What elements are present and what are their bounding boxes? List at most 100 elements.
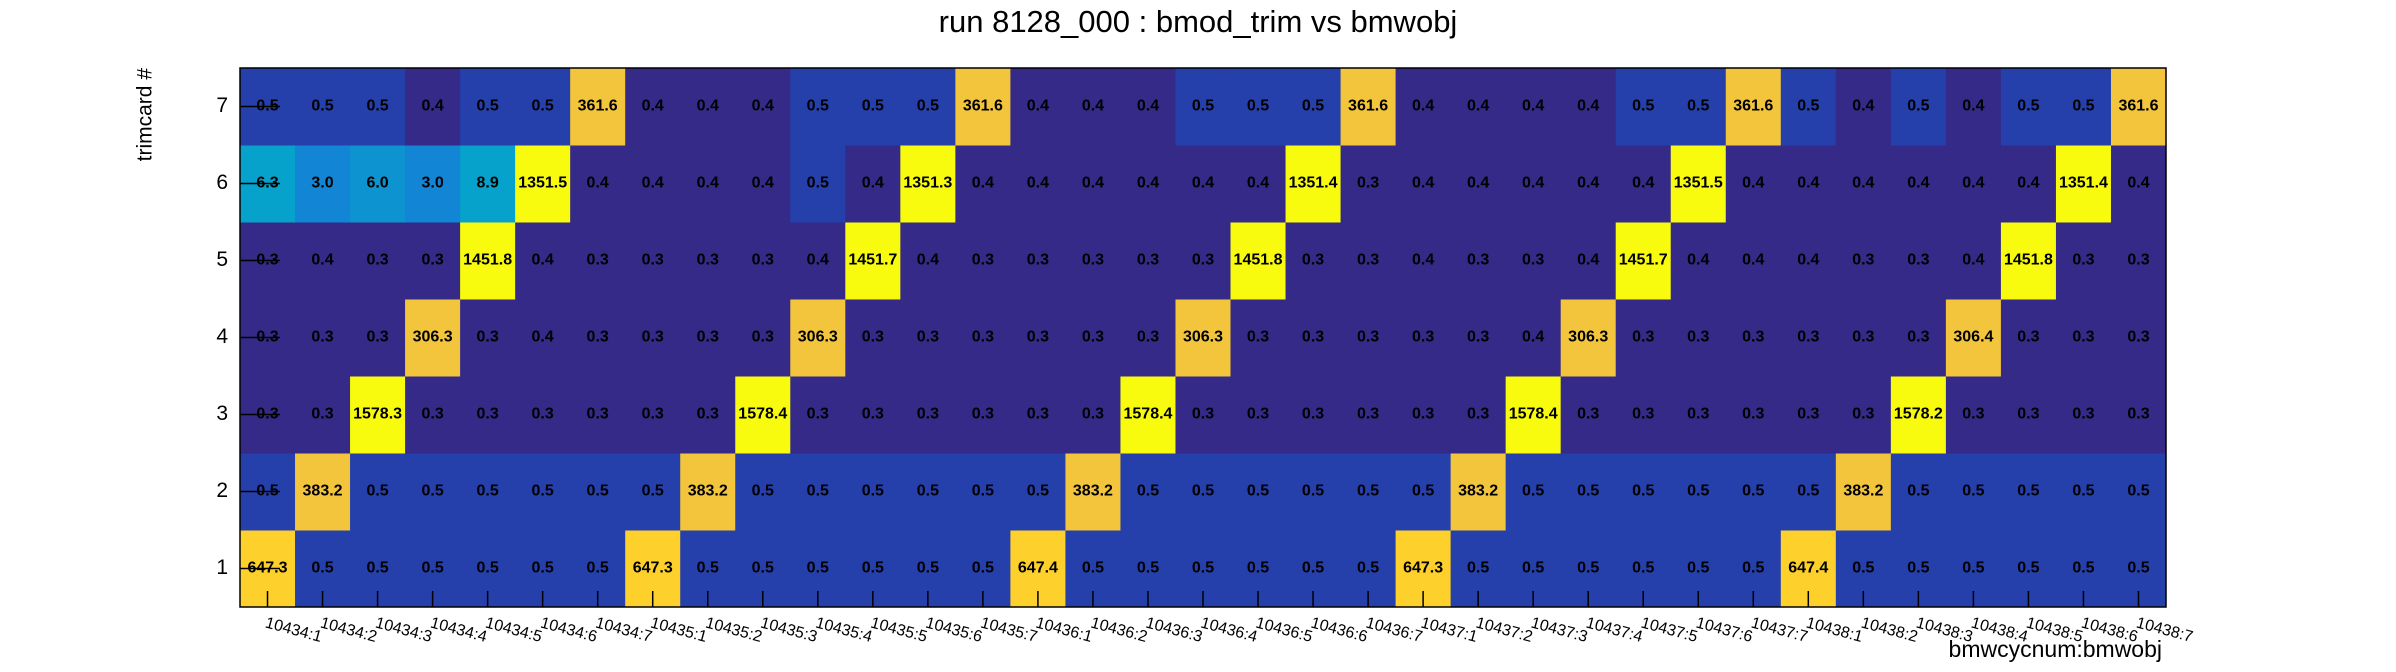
cell-label: 0.4 xyxy=(917,252,939,269)
cell-label: 0.5 xyxy=(807,560,829,577)
cell-label: 0.3 xyxy=(366,252,388,269)
cell-label: 0.3 xyxy=(862,329,884,346)
heatmap-cell xyxy=(1890,299,1947,377)
heatmap-cell xyxy=(1835,222,1892,300)
heatmap-cell xyxy=(1395,299,1452,377)
cell-label: 0.3 xyxy=(2017,406,2039,423)
heatmap-cell xyxy=(1835,145,1892,223)
cell-label: 0.4 xyxy=(1082,98,1104,115)
cell-label: 0.3 xyxy=(587,329,609,346)
cell-label: 0.4 xyxy=(1247,175,1269,192)
cell-label: 0.3 xyxy=(2127,252,2149,269)
heatmap-cell xyxy=(2110,299,2167,377)
cell-label: 0.4 xyxy=(642,175,664,192)
heatmap-cell xyxy=(570,222,626,300)
cell-label: 0.5 xyxy=(366,483,388,500)
y-tick-label: 3 xyxy=(216,402,228,425)
heatmap-cell xyxy=(1835,68,1892,146)
heatmap-cell xyxy=(625,68,681,146)
cell-label: 0.3 xyxy=(1192,406,1214,423)
cell-label: 0.5 xyxy=(1302,483,1324,500)
cell-label: 0.3 xyxy=(917,406,939,423)
cell-label: 0.5 xyxy=(2017,98,2039,115)
heatmap-cell xyxy=(1065,222,1121,300)
cell-label: 647.3 xyxy=(247,560,287,577)
cell-label: 0.5 xyxy=(1302,98,1324,115)
cell-label: 0.5 xyxy=(1687,560,1709,577)
cell-label: 0.4 xyxy=(1852,98,1874,115)
heatmap-cell xyxy=(1670,376,1727,454)
cell-label: 0.4 xyxy=(1467,98,1489,115)
cell-label: 0.3 xyxy=(1247,329,1269,346)
heatmap-cell xyxy=(515,299,571,377)
heatmap-cell xyxy=(1175,68,1232,146)
heatmap-cell xyxy=(2110,376,2167,454)
heatmap-cell xyxy=(1725,145,1782,223)
cell-label: 0.3 xyxy=(1742,329,1764,346)
heatmap-cell xyxy=(735,453,791,531)
cell-label: 0.3 xyxy=(1687,406,1709,423)
heatmap-cell xyxy=(790,222,846,300)
cell-label: 0.3 xyxy=(1852,329,1874,346)
heatmap-cell xyxy=(2000,145,2057,223)
cell-label: 0.5 xyxy=(1522,560,1544,577)
heatmap-cell xyxy=(1835,299,1892,377)
cell-label: 0.3 xyxy=(1082,406,1104,423)
heatmap-cell xyxy=(350,453,406,531)
heatmap-cell xyxy=(295,376,351,454)
cell-label: 306.3 xyxy=(413,329,453,346)
cell-label: 0.4 xyxy=(807,252,829,269)
heatmap-cell xyxy=(1285,453,1342,531)
heatmap-cell xyxy=(570,299,626,377)
cell-label: 383.2 xyxy=(688,483,728,500)
heatmap-cell xyxy=(2055,222,2112,300)
heatmap-cell xyxy=(735,299,791,377)
heatmap-cell xyxy=(1340,145,1397,223)
cell-label: 0.5 xyxy=(972,560,994,577)
cell-label: 0.5 xyxy=(1632,98,1654,115)
cell-label: 0.5 xyxy=(1082,560,1104,577)
cell-label: 0.5 xyxy=(1137,560,1159,577)
cell-label: 0.5 xyxy=(1247,560,1269,577)
cell-label: 0.3 xyxy=(1137,252,1159,269)
cell-label: 0.3 xyxy=(2072,329,2094,346)
heatmap-cell xyxy=(1890,453,1947,531)
cell-label: 0.5 xyxy=(697,560,719,577)
heatmap-cell xyxy=(1285,299,1342,377)
cell-label: 0.4 xyxy=(752,98,774,115)
cell-label: 0.3 xyxy=(477,329,499,346)
cell-label: 0.5 xyxy=(752,560,774,577)
heatmap-cell xyxy=(1065,145,1121,223)
cell-label: 0.5 xyxy=(807,483,829,500)
cell-label: 0.3 xyxy=(972,329,994,346)
cell-label: 0.3 xyxy=(1467,406,1489,423)
cell-label: 0.3 xyxy=(1962,406,1984,423)
cell-label: 6.3 xyxy=(256,175,278,192)
heatmap-cell xyxy=(625,222,681,300)
heatmap-cell xyxy=(1945,68,2002,146)
cell-label: 0.5 xyxy=(917,98,939,115)
heatmap-cell xyxy=(1450,68,1507,146)
heatmap-cell xyxy=(1945,145,2002,223)
cell-label: 0.5 xyxy=(862,98,884,115)
cell-label: 0.4 xyxy=(311,252,333,269)
heatmap-cell xyxy=(1780,68,1837,146)
cell-label: 0.5 xyxy=(1797,98,1819,115)
cell-label: 1578.3 xyxy=(353,406,402,423)
heatmap-cell xyxy=(2110,222,2167,300)
cell-label: 0.3 xyxy=(256,252,278,269)
cell-label: 0.5 xyxy=(1467,560,1489,577)
cell-label: 0.3 xyxy=(256,329,278,346)
heatmap-cell xyxy=(515,145,571,223)
heatmap-cell xyxy=(405,453,461,531)
heatmap-cell xyxy=(1285,145,1342,223)
cell-label: 0.4 xyxy=(1522,98,1544,115)
cell-label: 0.4 xyxy=(1467,175,1489,192)
cell-label: 306.3 xyxy=(1568,329,1608,346)
cell-label: 361.6 xyxy=(1733,98,1773,115)
heatmap-cell xyxy=(1010,68,1066,146)
cell-label: 0.3 xyxy=(2072,406,2094,423)
cell-label: 0.4 xyxy=(1522,175,1544,192)
heatmap-cell xyxy=(1340,222,1397,300)
heatmap-cell xyxy=(1615,145,1672,223)
